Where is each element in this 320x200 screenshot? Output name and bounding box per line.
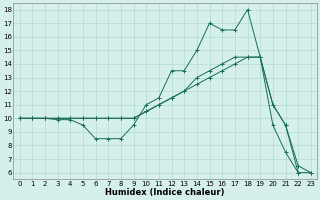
X-axis label: Humidex (Indice chaleur): Humidex (Indice chaleur) (106, 188, 225, 197)
